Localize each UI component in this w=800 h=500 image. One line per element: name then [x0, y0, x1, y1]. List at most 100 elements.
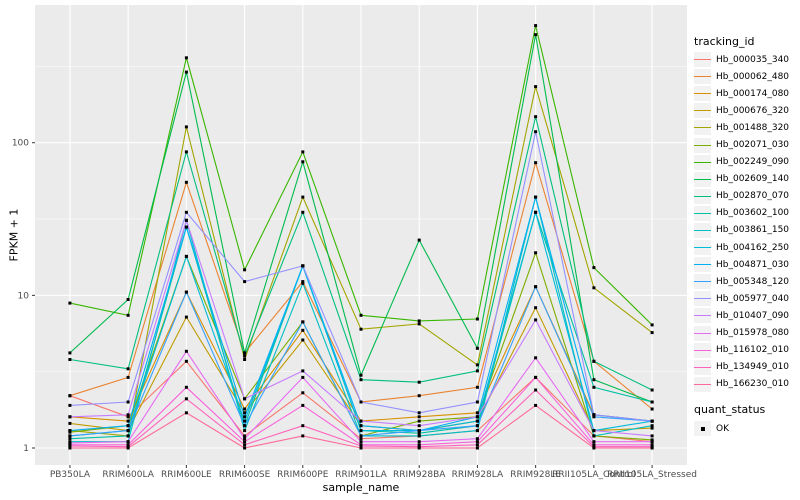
- data-point: [243, 280, 247, 284]
- data-point: [534, 318, 538, 322]
- data-point: [68, 444, 72, 448]
- data-point: [592, 413, 596, 417]
- legend-item-Hb_005977_040: Hb_005977_040: [694, 290, 789, 307]
- legend-item-label: Hb_004162_250: [716, 242, 790, 253]
- data-point: [184, 349, 188, 353]
- data-point: [184, 397, 188, 401]
- legend-item-label: Hb_000062_480: [716, 71, 790, 82]
- data-point: [68, 301, 72, 305]
- data-point: [417, 415, 421, 419]
- data-point: [359, 437, 363, 441]
- data-point: [243, 437, 247, 441]
- data-point: [301, 328, 305, 332]
- legend-item-label: Hb_003602_100: [716, 208, 790, 219]
- legend-item-Hb_000062_480: Hb_000062_480: [694, 68, 789, 85]
- data-point: [184, 385, 188, 389]
- quant-status-legend-items: OK: [694, 420, 729, 437]
- data-point: [534, 306, 538, 310]
- data-point: [534, 161, 538, 165]
- data-point: [650, 446, 654, 450]
- data-point: [650, 443, 654, 447]
- data-point: [243, 419, 247, 423]
- data-point: [592, 385, 596, 389]
- legend-item-label: Hb_116102_010: [716, 345, 790, 356]
- data-point: [126, 298, 130, 301]
- data-point: [592, 440, 596, 444]
- data-point: [534, 85, 538, 89]
- legend-key-line: [694, 212, 711, 214]
- legend-item-Hb_116102_010: Hb_116102_010: [694, 342, 789, 359]
- data-point: [126, 443, 130, 447]
- data-point: [184, 254, 188, 258]
- data-point: [243, 434, 247, 438]
- data-point: [184, 225, 188, 229]
- x-tick-label: RRIM600SE: [219, 470, 271, 480]
- data-point: [592, 378, 596, 382]
- legend-key-swatch: [694, 137, 711, 153]
- data-point: [475, 400, 479, 404]
- legend-key-swatch: [694, 274, 711, 290]
- legend-item-Hb_000035_340: Hb_000035_340: [694, 51, 789, 68]
- data-point: [243, 429, 247, 433]
- data-point: [301, 369, 305, 373]
- data-point: [301, 160, 305, 164]
- legend-key-line: [694, 298, 711, 300]
- data-point: [534, 356, 538, 360]
- data-point: [243, 446, 247, 450]
- data-point: [68, 430, 72, 434]
- data-point: [301, 338, 305, 342]
- data-point: [68, 403, 72, 407]
- legend-key-swatch: [694, 52, 711, 68]
- data-point: [301, 403, 305, 407]
- data-point: [650, 407, 654, 411]
- data-point: [475, 369, 479, 373]
- legend-key-line: [694, 229, 711, 231]
- data-point: [417, 429, 421, 433]
- legend-key-swatch: [694, 376, 711, 392]
- data-point: [417, 440, 421, 444]
- legend-item-label: Hb_002249_090: [716, 157, 790, 168]
- data-point: [359, 440, 363, 444]
- legend-key-swatch: [694, 257, 711, 273]
- data-point: [301, 434, 305, 438]
- data-point: [301, 264, 305, 268]
- data-point: [650, 424, 654, 428]
- legend-key-line: [694, 59, 711, 61]
- legend-item-Hb_001488_320: Hb_001488_320: [694, 119, 789, 136]
- data-point: [126, 413, 130, 417]
- data-point: [592, 266, 596, 270]
- data-point: [243, 424, 247, 428]
- legend-item-Hb_010407_090: Hb_010407_090: [694, 307, 789, 324]
- data-point: [475, 443, 479, 447]
- legend-key-swatch: [694, 69, 711, 85]
- legend-item-label: Hb_000676_320: [716, 105, 790, 116]
- data-point: [650, 438, 654, 442]
- quant-status-label: OK: [716, 423, 729, 434]
- y-tick-label: 100: [12, 139, 29, 149]
- data-point: [592, 359, 596, 363]
- data-point: [417, 443, 421, 447]
- data-point: [592, 286, 596, 290]
- data-point: [475, 424, 479, 428]
- data-point: [475, 411, 479, 415]
- quant-status-key-swatch: [694, 421, 711, 437]
- legend-item-Hb_002071_030: Hb_002071_030: [694, 136, 789, 153]
- data-point: [184, 210, 188, 214]
- legend-item-Hb_000174_080: Hb_000174_080: [694, 85, 789, 102]
- x-tick-label: PB350LA: [50, 470, 91, 480]
- x-tick-label: RRIM928LA: [452, 470, 504, 480]
- legend-key-swatch: [694, 205, 711, 221]
- legend-key-line: [694, 383, 711, 385]
- legend-item-label: Hb_010407_090: [716, 310, 790, 321]
- legend-item-label: Hb_166230_010: [716, 379, 790, 390]
- data-point: [68, 434, 72, 438]
- data-point: [126, 429, 130, 433]
- data-point: [126, 400, 130, 404]
- data-point: [650, 331, 654, 335]
- data-point: [243, 407, 247, 411]
- data-point: [475, 437, 479, 441]
- data-point: [534, 388, 538, 392]
- legend-key-line: [694, 76, 711, 78]
- data-point: [126, 313, 130, 317]
- legend-key-swatch: [694, 325, 711, 341]
